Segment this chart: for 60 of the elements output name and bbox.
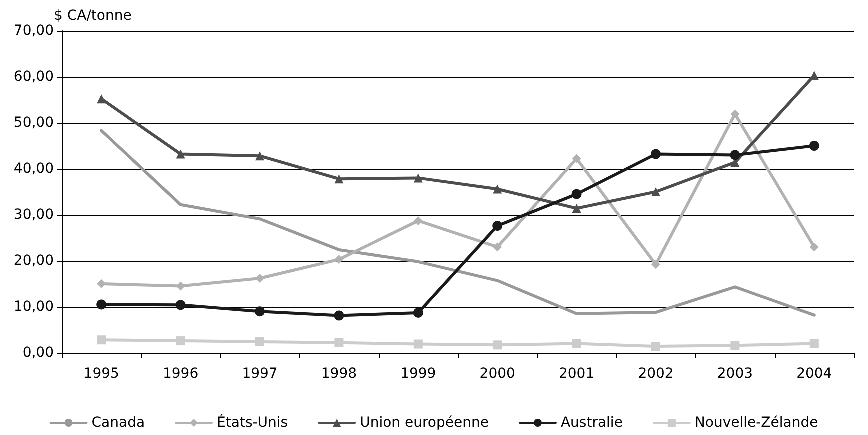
point [256,337,264,346]
point [176,300,186,310]
point [730,150,740,160]
x-tick-label: 2003 [717,366,754,382]
point [493,340,502,350]
point [414,216,423,226]
x-tick-label: 2001 [558,366,595,382]
x-tick-label: 1998 [321,366,358,382]
x-tick-label: 1997 [242,366,278,382]
x-tick-label: 1996 [162,366,199,382]
point [492,221,503,232]
y-tick-label: 40,00 [14,161,54,177]
x-tick-label: 2002 [638,366,674,382]
legend-label: Union européenne [360,415,489,431]
point [255,306,265,317]
point [97,336,106,345]
point [413,308,424,318]
point [256,274,264,283]
x-tick-label: 1999 [400,366,436,382]
legend-label: États-Unis [217,414,288,431]
point [334,310,344,321]
point [572,204,582,214]
point [572,154,582,164]
point [176,150,186,159]
y-tick-label: 20,00 [14,253,54,269]
point [730,110,740,119]
point [414,174,423,183]
point [651,149,661,160]
y-tick-label: 70,00 [14,23,54,39]
point [493,184,502,194]
point [493,242,502,252]
x-tick-label: 1995 [84,366,120,382]
point [96,300,107,310]
point [97,94,106,104]
point [810,242,819,252]
point [414,340,423,349]
point [730,341,740,350]
point [652,188,660,196]
point [334,174,344,184]
point [334,255,344,264]
legend-label: Nouvelle-Zélande [694,415,818,431]
y-tick-label: 0,00 [22,345,54,361]
x-tick-label: 2000 [480,366,516,382]
point [810,339,819,348]
legend-label: Australie [560,415,623,431]
point [334,338,344,348]
point [176,336,186,346]
point [652,260,660,270]
point [256,152,264,161]
point [652,342,660,352]
point [572,339,582,348]
x-tick-label: 2004 [796,366,832,382]
y-tick-label: 30,00 [14,207,54,223]
point [809,141,820,151]
y-tick-label: 10,00 [14,299,54,315]
point [572,189,582,200]
y-axis-title: $ CA/tonne [54,8,132,24]
y-tick-label: 60,00 [14,69,54,85]
y-tick-label: 50,00 [14,115,54,131]
legend-label: Canada [92,415,146,431]
